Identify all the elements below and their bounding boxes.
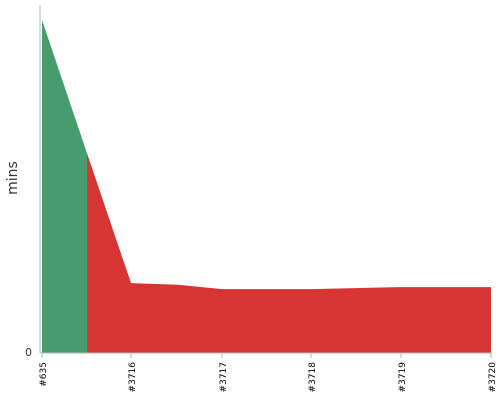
chart-areas xyxy=(42,20,491,353)
x-tick-label-4: #3719 xyxy=(398,362,408,393)
series-area-0 xyxy=(42,20,87,353)
x-tick-label-5: #3720 xyxy=(488,362,498,393)
x-axis-ticks: #635 #3716 #3717 #3718 #3719 #3720 xyxy=(39,353,498,392)
x-tick-label-2: #3717 xyxy=(219,362,229,392)
x-tick-label-0: #635 xyxy=(39,362,49,387)
x-tick-label-1: #3716 xyxy=(128,362,138,393)
x-tick-label-3: #3718 xyxy=(308,362,318,393)
y-axis-label: mins xyxy=(5,161,21,195)
y-tick-label-0: 0 xyxy=(25,346,32,359)
series-area-1 xyxy=(87,153,491,353)
